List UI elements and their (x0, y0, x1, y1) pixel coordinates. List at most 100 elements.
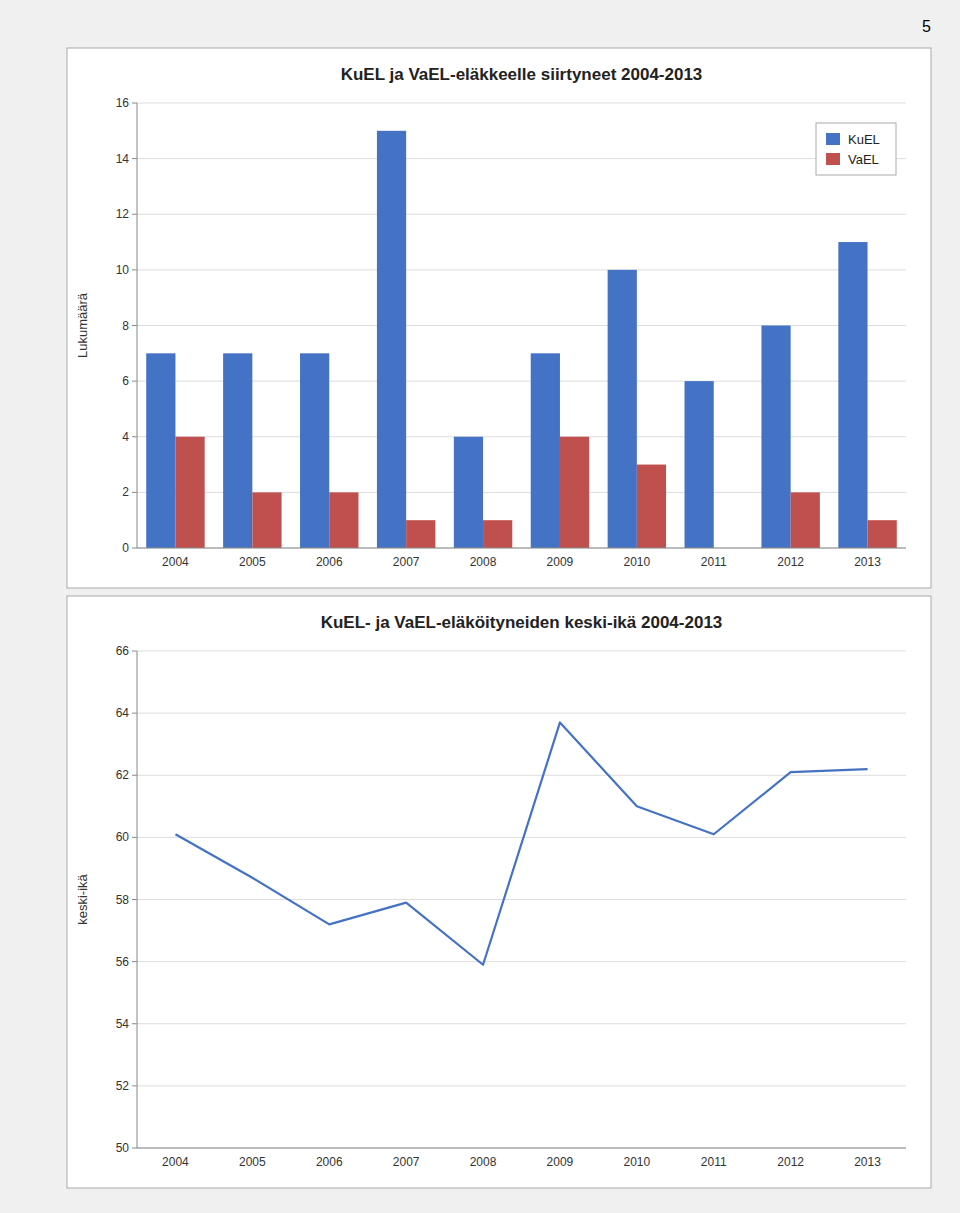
bar (300, 353, 329, 548)
x-tick-label: 2007 (393, 1155, 420, 1169)
bar (868, 520, 897, 548)
y-tick (132, 651, 137, 652)
bar (146, 353, 175, 548)
y-tick-label: 58 (116, 893, 130, 907)
x-tick-label: 2013 (854, 1155, 881, 1169)
grid: 505254565860626466 (116, 644, 906, 1155)
grid-line (137, 1148, 906, 1149)
grid-line (137, 158, 906, 159)
bar (223, 353, 252, 548)
x-tick-label: 2005 (239, 1155, 266, 1169)
grid: 0246810121416 (116, 96, 906, 555)
x-tick-label: 2004 (162, 1155, 189, 1169)
legend-label: KuEL (848, 132, 880, 147)
y-tick (132, 1148, 137, 1149)
y-tick (132, 492, 137, 493)
chart: KuEL- ja VaEL-eläköityneiden keski-ikä 2… (67, 596, 931, 1188)
bar (454, 437, 483, 548)
legend-swatch (826, 133, 840, 145)
y-tick-label: 12 (116, 207, 130, 221)
bar (838, 242, 867, 548)
grid-line (137, 1085, 906, 1086)
y-tick (132, 103, 137, 104)
grid-line (137, 713, 906, 714)
y-tick (132, 381, 137, 382)
y-tick-label: 4 (122, 430, 129, 444)
y-tick-label: 16 (116, 96, 130, 110)
y-axis-line (137, 651, 138, 1148)
x-tick-label: 2013 (854, 555, 881, 569)
y-tick-label: 54 (116, 1017, 130, 1031)
x-tick-label: 2012 (777, 1155, 804, 1169)
legend: KuEL VaEL (816, 123, 896, 175)
x-tick-label: 2004 (162, 555, 189, 569)
grid-line (137, 214, 906, 215)
grid-line (137, 103, 906, 104)
grid-line (137, 899, 906, 900)
bar (531, 353, 560, 548)
line (175, 722, 867, 964)
y-tick-label: 6 (122, 374, 129, 388)
y-tick (132, 1023, 137, 1024)
x-tick-label: 2009 (547, 555, 574, 569)
bar (483, 520, 512, 548)
chart-panel (67, 596, 931, 1188)
y-tick (132, 837, 137, 838)
bar (608, 270, 637, 548)
bar (685, 381, 714, 548)
y-tick (132, 436, 137, 437)
y-tick-label: 2 (122, 485, 129, 499)
bar (406, 520, 435, 548)
legend-swatch (826, 153, 840, 165)
marks (146, 131, 897, 548)
y-axis-line (137, 103, 138, 548)
y-tick (132, 1085, 137, 1086)
bar (377, 131, 406, 548)
y-tick (132, 548, 137, 549)
bar (637, 465, 666, 548)
grid-line (137, 325, 906, 326)
y-tick-label: 52 (116, 1079, 130, 1093)
x-tick-label: 2012 (777, 555, 804, 569)
y-tick-label: 0 (122, 541, 129, 555)
x-tick-label: 2010 (623, 555, 650, 569)
chart: KuEL ja VaEL-eläkkeelle siirtyneet 2004-… (67, 48, 931, 588)
page-background (0, 0, 960, 1213)
y-tick-label: 50 (116, 1141, 130, 1155)
grid-line (137, 775, 906, 776)
grid-line (137, 1023, 906, 1024)
y-axis-label: Lukumäärä (75, 292, 90, 358)
legend-box (816, 123, 896, 175)
bar (175, 437, 204, 548)
y-tick (132, 713, 137, 714)
y-tick (132, 269, 137, 270)
y-tick (132, 214, 137, 215)
grid-line (137, 269, 906, 270)
x-tick-label: 2010 (623, 1155, 650, 1169)
grid-line (137, 961, 906, 962)
y-tick (132, 775, 137, 776)
x-tick-label: 2009 (547, 1155, 574, 1169)
chart-title: KuEL- ja VaEL-eläköityneiden keski-ikä 2… (321, 613, 723, 632)
chart-panel (67, 48, 931, 588)
chart-title: KuEL ja VaEL-eläkkeelle siirtyneet 2004-… (341, 65, 703, 84)
bar (761, 326, 790, 549)
x-axis-line (137, 548, 906, 549)
y-tick-label: 8 (122, 319, 129, 333)
y-tick (132, 961, 137, 962)
page: 5KuEL ja VaEL-eläkkeelle siirtyneet 2004… (0, 0, 960, 1213)
y-tick-label: 62 (116, 768, 130, 782)
x-tick-label: 2007 (393, 555, 420, 569)
marks (175, 722, 867, 964)
grid-line (137, 837, 906, 838)
bar (252, 492, 281, 548)
x-tick-label: 2011 (701, 555, 727, 569)
grid-line (137, 651, 906, 652)
grid-line (137, 548, 906, 549)
x-axis-line (137, 1148, 906, 1149)
y-tick-label: 64 (116, 706, 130, 720)
y-tick-label: 60 (116, 830, 130, 844)
legend-label: VaEL (848, 152, 879, 167)
y-tick-label: 10 (116, 263, 130, 277)
bar (791, 492, 820, 548)
